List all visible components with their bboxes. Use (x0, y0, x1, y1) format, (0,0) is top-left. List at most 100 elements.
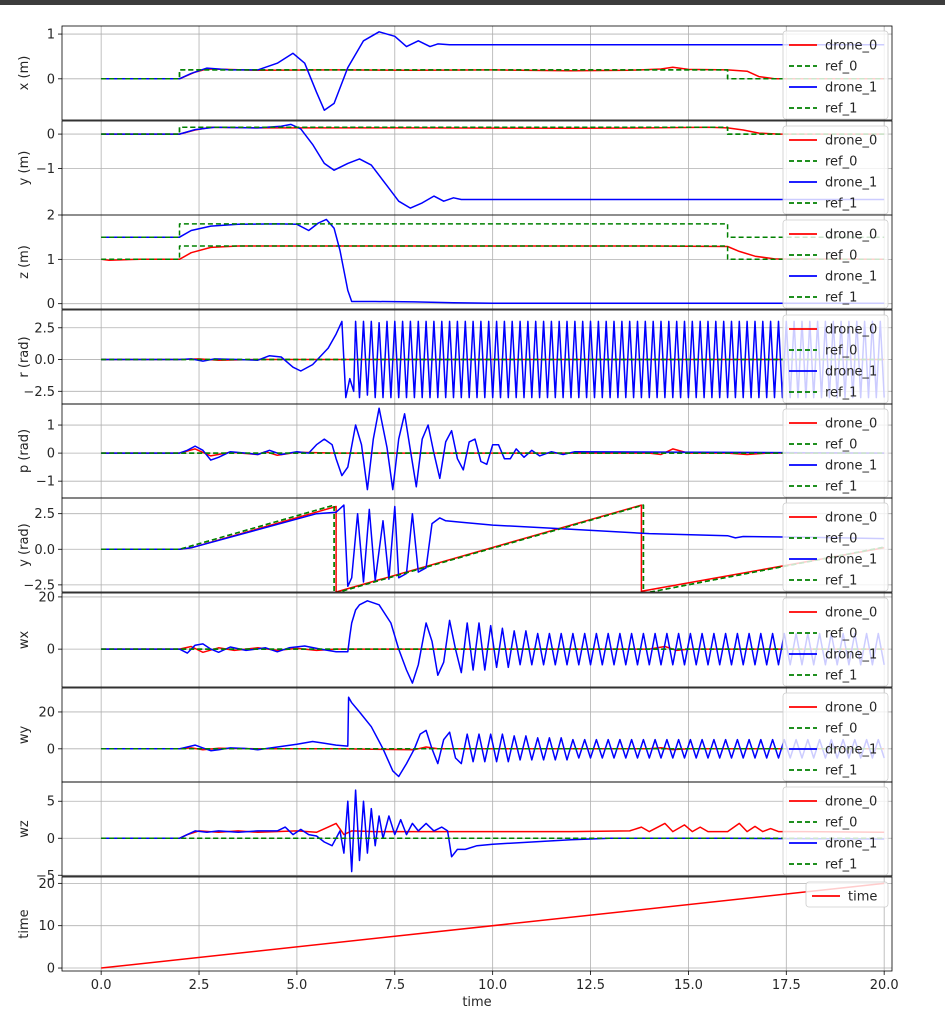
legend-label-ref_0: ref_0 (825, 722, 857, 737)
ytick-label: 20 (38, 877, 55, 892)
series-line-drone_1 (101, 789, 885, 873)
panel-2: 0 1 2 z (m) drone_0 ref_0 drone_1 ref_1 (17, 209, 893, 312)
ytick-label: 0 (47, 128, 55, 143)
axes-frame (61, 876, 893, 972)
legend-frame (782, 30, 889, 120)
legend-label-ref_0: ref_0 (825, 249, 857, 264)
legend-label-drone_0: drone_0 (825, 228, 877, 243)
legend: drone_0 ref_0 drone_1 ref_1 (782, 30, 889, 120)
series-line-drone_1 (101, 123, 885, 209)
xtick-label: 10.0 (478, 978, 507, 993)
ylabel: z (m) (17, 245, 32, 279)
legend-label-ref_0: ref_0 (825, 816, 857, 831)
xtick-label: 2.5 (189, 978, 210, 993)
axes-frame (61, 214, 893, 310)
series-group (101, 31, 885, 111)
legend-label-ref_0: ref_0 (825, 344, 857, 359)
ytick-label: −1 (36, 162, 55, 177)
ytick-label: 20 (38, 705, 55, 720)
ytick-label: −2.5 (23, 578, 55, 593)
legend-label-drone_1: drone_1 (825, 176, 877, 191)
series-line-drone_1 (101, 218, 885, 304)
legend: drone_0 ref_0 drone_1 ref_1 (782, 786, 889, 876)
panel-9: 0 10 20 time time 0.0 2.5 5.0 7.5 10.0 12.5 15.0 17.… (17, 876, 899, 1010)
legend-label-drone_0: drone_0 (825, 795, 877, 810)
series-group (101, 218, 885, 304)
ylabel: wz (17, 820, 32, 838)
xtick-label: 17.5 (772, 978, 801, 993)
legend: drone_0 ref_0 drone_1 ref_1 (782, 502, 889, 592)
axes-frame (61, 120, 893, 216)
xtick-label: 0.0 (91, 978, 112, 993)
legend-label-ref_1: ref_1 (825, 480, 857, 495)
legend-label-drone_1: drone_1 (825, 743, 877, 758)
ytick-label: 0 (47, 297, 55, 312)
legend-frame (782, 597, 889, 687)
legend-frame (782, 408, 889, 498)
legend-frame (782, 692, 889, 782)
series-line-drone_1 (101, 31, 885, 111)
legend: drone_0 ref_0 drone_1 ref_1 (782, 314, 889, 404)
legend-label-drone_1: drone_1 (825, 648, 877, 663)
xtick-label: 5.0 (287, 978, 308, 993)
series-group (101, 123, 885, 209)
series-line-time (101, 882, 885, 969)
legend-label-ref_0: ref_0 (825, 438, 857, 453)
panel-6: 0 20 wx drone_0 ref_0 drone_1 ref_1 (17, 590, 893, 688)
series-group (101, 407, 885, 491)
series-group (101, 882, 885, 969)
legend-label-drone_1: drone_1 (825, 270, 877, 285)
panel-5: −2.5 0.0 2.5y (rad) drone_0 ref_0 drone_1 ref_… (17, 497, 893, 593)
series-line-ref_1 (101, 69, 885, 80)
legend-label-drone_1: drone_1 (825, 553, 877, 568)
xtick-label: 7.5 (384, 978, 405, 993)
panel-7: 0 20 wy drone_0 ref_0 drone_1 ref_1 (17, 687, 893, 783)
xlabel: time (462, 995, 491, 1010)
legend-frame (782, 502, 889, 592)
ytick-label: 0.0 (34, 353, 55, 368)
legend-label-ref_0: ref_0 (825, 627, 857, 642)
ytick-label: −1 (36, 475, 55, 490)
series-group (101, 320, 885, 399)
legend-label-drone_0: drone_0 (825, 701, 877, 716)
legend-label-ref_0: ref_0 (825, 532, 857, 547)
axes-frame (61, 781, 893, 877)
legend-frame (782, 786, 889, 876)
ytick-label: 0 (47, 72, 55, 87)
legend-label-ref_1: ref_1 (825, 197, 857, 212)
ytick-label: 2 (47, 209, 55, 224)
panel-1: −1 0 y (m) drone_0 ref_0 drone_1 ref_1 (17, 120, 893, 216)
ytick-label: 0 (47, 832, 55, 847)
xtick-label: 12.5 (576, 978, 605, 993)
legend-label-drone_1: drone_1 (825, 81, 877, 96)
ytick-label: 2.5 (34, 507, 55, 522)
ytick-label: 1 (47, 419, 55, 434)
series-group (101, 600, 885, 684)
legend: drone_0 ref_0 drone_1 ref_1 (782, 408, 889, 498)
ylabel: p (rad) (17, 429, 32, 473)
xtick-label: 15.0 (674, 978, 703, 993)
series-line-drone_1 (101, 696, 885, 778)
legend-label-drone_1: drone_1 (825, 837, 877, 852)
series-line-drone_0 (101, 66, 885, 80)
ylabel: x (m) (17, 56, 32, 91)
legend-label-ref_1: ref_1 (825, 858, 857, 873)
ytick-label: −2.5 (23, 385, 55, 400)
series-line-drone_0 (101, 746, 885, 751)
ylabel: y (m) (17, 151, 32, 186)
ytick-label: 2.5 (34, 321, 55, 336)
ytick-label: 0 (47, 962, 55, 977)
panel-0: 0 1 x (m) drone_0 ref_0 drone_1 ref_1 (17, 25, 893, 121)
series-line-ref_1 (101, 126, 885, 135)
series-line-drone_1 (101, 407, 885, 491)
series-group (101, 696, 885, 778)
window-title-bar (0, 0, 945, 5)
legend: drone_0 ref_0 drone_1 ref_1 (782, 125, 889, 215)
axes-frame (61, 497, 893, 593)
legend-label-ref_0: ref_0 (825, 155, 857, 170)
panel-8: −5 0 5 wz drone_0 ref_0 drone_1 ref_1 (17, 781, 893, 884)
ytick-label: 20 (38, 590, 55, 605)
legend-label-drone_0: drone_0 (825, 417, 877, 432)
legend-label-drone_1: drone_1 (825, 459, 877, 474)
